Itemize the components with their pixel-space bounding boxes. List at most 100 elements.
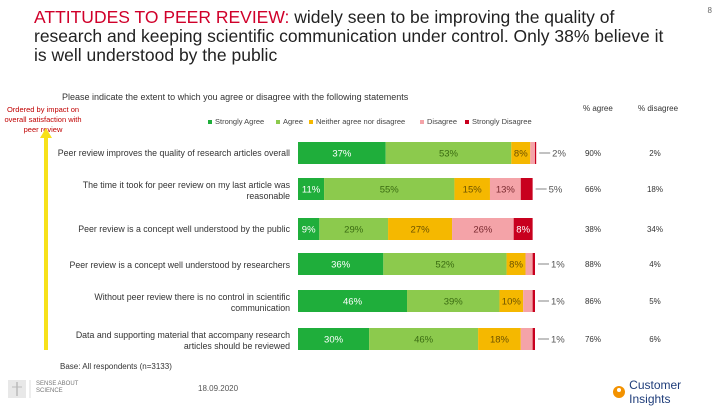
bar-segment [407,290,500,312]
bar-segment [452,218,514,240]
pct-agree-value: 90% [585,149,601,158]
pct-disagree-value: 34% [647,225,663,234]
bar-segment [520,328,533,350]
data-label: 18% [490,335,510,346]
data-label: 29% [344,225,364,236]
outside-label: 1% [551,335,565,346]
ordered-note: Ordered by impact on overall satisfactio… [4,105,82,134]
legend-label: Agree [283,117,304,126]
pct-agree-value: 88% [585,260,601,269]
pct-agree-value: 66% [585,185,601,194]
row-label: Peer review improves the quality of rese… [57,148,290,158]
bar-segment [532,253,535,275]
legend-agree: Agree [276,117,303,126]
legend-swatch [465,119,469,124]
brand-left-text: SENSE ABOUT SCIENCE [36,381,79,394]
outside-label: 1% [551,260,565,271]
bar-segment [520,178,533,200]
bar-segment [489,178,521,200]
pct-agree-value: 86% [585,297,601,306]
bar-segment [319,218,389,240]
bar-segment [369,328,479,350]
legend-swatch [420,119,424,124]
bar-segment [513,218,533,240]
bar-segment [506,253,526,275]
data-label: 13% [496,185,516,196]
pct-disagree-value: 2% [649,149,661,158]
question-subtitle: Please indicate the extent to which you … [62,92,409,102]
bar-segment [535,142,537,164]
bar-segment [478,328,521,350]
pct-disagree-value: 4% [649,260,661,269]
base-note: Base: All respondents (n=3133) [60,362,172,371]
pct-disagree-value: 18% [647,185,663,194]
bar-segment [298,290,408,312]
legend-neither: Neither agree nor disagree [309,117,405,126]
data-label: 26% [473,225,493,236]
data-label: 36% [331,260,351,271]
bar-segment [532,328,535,350]
bar-segment [324,178,455,200]
bar-segment [499,290,524,312]
impact-arrow-icon [40,128,52,350]
legend-disagree: Disagree [420,117,457,126]
page-title: ATTITUDES TO PEER REVIEW: widely seen to… [34,8,674,65]
title-rest: widely seen to be improving the quality … [34,7,664,65]
bar-segment [385,142,512,164]
data-label: 9% [302,225,316,236]
bar-segment [383,253,507,275]
date: 18.09.2020 [198,384,239,393]
elsevier-tree-icon [8,380,31,398]
outside-label: 2% [552,149,566,160]
data-label: 37% [332,149,352,160]
data-label: 8% [516,225,530,236]
data-label: 11% [302,185,321,196]
col-header-agree: % agree [583,104,613,113]
bar-segment [532,290,535,312]
data-label: 30% [324,335,344,346]
bar-segment [530,142,535,164]
brand-right-logo: Customer Insights [612,378,720,406]
data-label: 10% [502,297,522,308]
bar-segment [298,142,386,164]
data-label: 46% [414,335,434,346]
data-label: 27% [411,225,431,236]
legend-strongly-agree: Strongly Agree [208,117,264,126]
bar-segment [454,178,490,200]
pct-agree-value: 76% [585,335,601,344]
data-label: 15% [463,185,483,196]
legend-swatch [208,119,212,124]
bar-segment [298,178,325,200]
row-label: Without peer review there is no control … [94,292,290,313]
bar-segment [298,218,320,240]
pct-disagree-value: 5% [649,297,661,306]
data-label: 39% [444,297,464,308]
title-highlight: ATTITUDES TO PEER REVIEW: [34,7,290,27]
row-label: Data and supporting material that accomp… [75,330,290,351]
pct-disagree-value: 6% [649,335,661,344]
data-label: 8% [514,149,528,160]
legend-label: Strongly Agree [215,117,265,126]
bar-segment [388,218,453,240]
legend-label: Strongly Disagree [472,117,532,126]
row-label: Peer review is a concept well understood… [78,224,290,234]
customer-insights-icon [613,386,625,398]
outside-label: 1% [551,297,565,308]
pct-agree-value: 38% [585,225,601,234]
bar-segment [298,328,370,350]
legend-swatch [276,119,280,124]
brand-right-text: Customer Insights [629,378,682,406]
legend-label: Disagree [427,117,458,126]
legend-strongly-disagree: Strongly Disagree [465,117,532,126]
bar-segment [511,142,531,164]
col-header-disagree: % disagree [638,104,679,113]
data-label: 8% [509,260,523,271]
row-label: Peer review is a concept well understood… [69,260,290,270]
data-label: 53% [439,149,459,160]
legend-swatch [309,119,313,124]
data-label: 55% [380,185,400,196]
page-number: 8 [707,6,712,15]
legend-label: Neither agree nor disagree [316,117,406,126]
outside-label: 5% [549,185,563,196]
